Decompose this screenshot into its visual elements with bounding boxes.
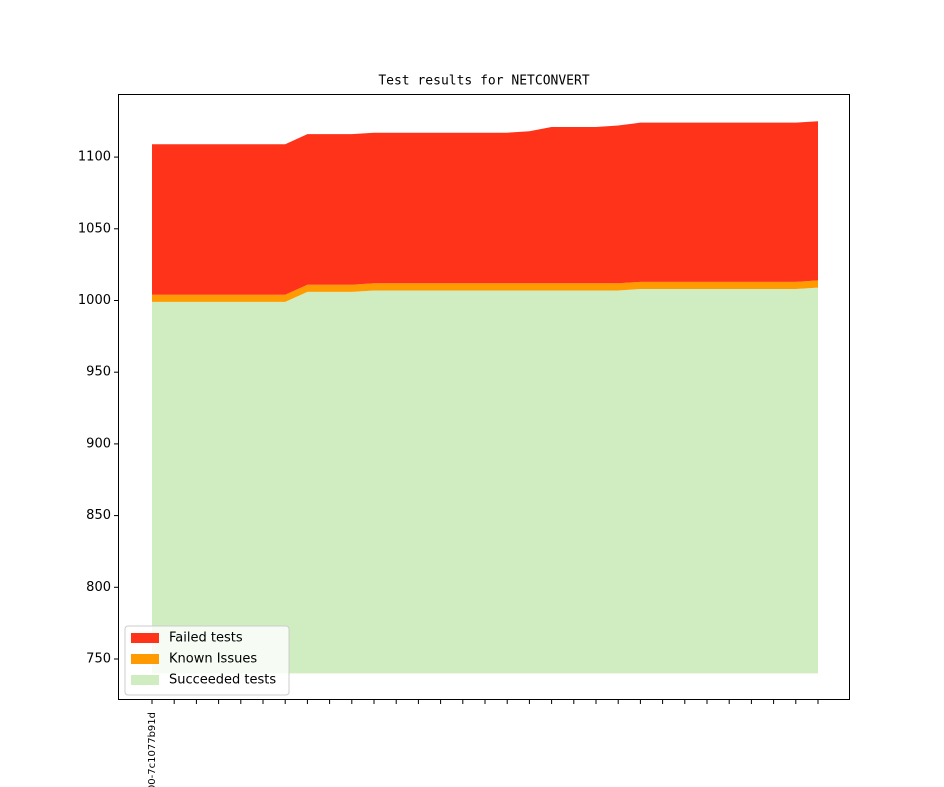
y-tick-label: 1000 <box>78 293 111 308</box>
legend-swatch <box>131 633 159 643</box>
area <box>152 287 818 674</box>
legend: Failed tests Known Issues Succeeded tests <box>124 625 290 696</box>
y-tick-label: 1100 <box>78 150 111 165</box>
legend-swatch <box>131 654 159 664</box>
y-tick-label: 800 <box>86 580 111 595</box>
y-tick-label: 1050 <box>78 221 111 236</box>
y-tick-label: 750 <box>86 651 111 666</box>
x-tick-label: 00-7c1077b91d <box>147 712 158 787</box>
y-tick-label: 900 <box>86 436 111 451</box>
legend-box <box>124 625 290 696</box>
area <box>152 121 818 295</box>
legend-label: Known Issues <box>169 652 257 667</box>
plot-frame <box>118 94 850 700</box>
legend-swatch <box>131 675 159 685</box>
area <box>152 280 818 302</box>
legend-label: Succeeded tests <box>169 673 276 688</box>
legend-label: Failed tests <box>169 631 243 646</box>
y-tick-label: 950 <box>86 365 111 380</box>
y-tick-label: 850 <box>86 508 111 523</box>
chart-title: Test results for NETCONVERT <box>378 74 589 89</box>
areas <box>152 121 818 674</box>
